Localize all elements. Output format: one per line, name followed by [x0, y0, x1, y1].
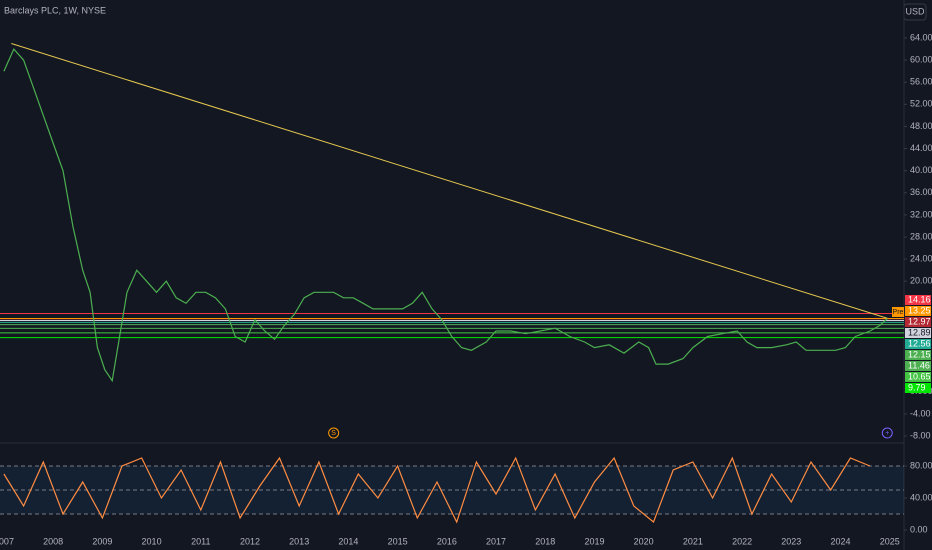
x-tick-label: 2024: [831, 536, 851, 546]
level-tag: [905, 339, 931, 349]
x-tick-label: 2012: [240, 536, 260, 546]
level-label: 12.56: [908, 338, 931, 348]
level-label: 9.79: [908, 382, 926, 392]
level-tag: [905, 306, 931, 316]
series-line: [3, 48, 888, 383]
series-line: [3, 456, 871, 524]
level-tag: [905, 383, 931, 393]
level-label: 11.46: [908, 360, 930, 370]
x-tick-label: 2010: [142, 536, 162, 546]
y-tick-label: 28.00: [910, 231, 932, 241]
session-tag: [892, 307, 904, 317]
y-tick-label: 52.00: [910, 99, 932, 109]
x-tick-label: 2007: [0, 536, 14, 546]
x-tick-label: 2017: [486, 536, 506, 546]
x-tick-label: 2023: [781, 536, 801, 546]
y-tick-label: 36.00: [910, 187, 932, 197]
y-tick-label: 40.00: [910, 492, 932, 502]
level-label: 12.89: [908, 327, 931, 337]
level-label: 14.16: [908, 294, 931, 304]
y-tick-label: 80.00: [910, 460, 932, 470]
x-tick-label: 2013: [289, 536, 309, 546]
level-tag: [905, 350, 931, 360]
y-tick-label: 24.00: [910, 253, 932, 263]
x-tick-label: 2019: [584, 536, 604, 546]
level-tag: [905, 372, 931, 382]
event-marker[interactable]: [328, 427, 340, 439]
y-tick-label: 44.00: [910, 143, 932, 153]
y-tick-label: 0.00: [910, 524, 928, 534]
x-tick-label: 2016: [437, 536, 457, 546]
x-tick-label: 2020: [634, 536, 654, 546]
x-tick-label: 2015: [388, 536, 408, 546]
session-label: Pre: [893, 309, 904, 316]
x-tick-label: 2014: [338, 536, 358, 546]
level-tag: [905, 295, 931, 305]
level-label: 13.25: [908, 305, 931, 315]
level-label: 12.15: [908, 349, 931, 359]
y-tick-label: 60.00: [910, 54, 932, 64]
event-label: S: [331, 430, 336, 437]
y-tick-label: -4.00: [910, 408, 931, 418]
trend-line: [11, 43, 888, 319]
x-tick-label: 2011: [191, 536, 210, 546]
x-tick-label: 2018: [535, 536, 555, 546]
y-tick-label: 40.00: [910, 165, 932, 175]
x-tick-label: 2008: [43, 536, 63, 546]
y-tick-label: 20.00: [910, 276, 932, 286]
x-tick-label: 2009: [92, 536, 112, 546]
y-tick-label: 64.00: [910, 32, 932, 42]
level-tag: [905, 361, 931, 371]
y-tick-label: 56.00: [910, 77, 932, 87]
y-tick-label: 48.00: [910, 121, 932, 131]
y-tick-label: 32.00: [910, 209, 932, 219]
level-label: 12.97: [908, 316, 931, 326]
level-tag: [905, 328, 931, 338]
level-tag: [905, 317, 931, 327]
x-tick-label: 2025: [880, 536, 900, 546]
x-tick-label: 2022: [732, 536, 752, 546]
x-tick-label: 2021: [683, 536, 703, 546]
y-tick-label: -8.00: [910, 430, 931, 440]
event-marker[interactable]: [881, 427, 893, 439]
event-label: +: [885, 430, 889, 437]
currency-label[interactable]: USD: [905, 6, 925, 16]
symbol-title: Barclays PLC, 1W, NYSE: [4, 5, 106, 15]
level-label: 10.65: [908, 371, 931, 381]
